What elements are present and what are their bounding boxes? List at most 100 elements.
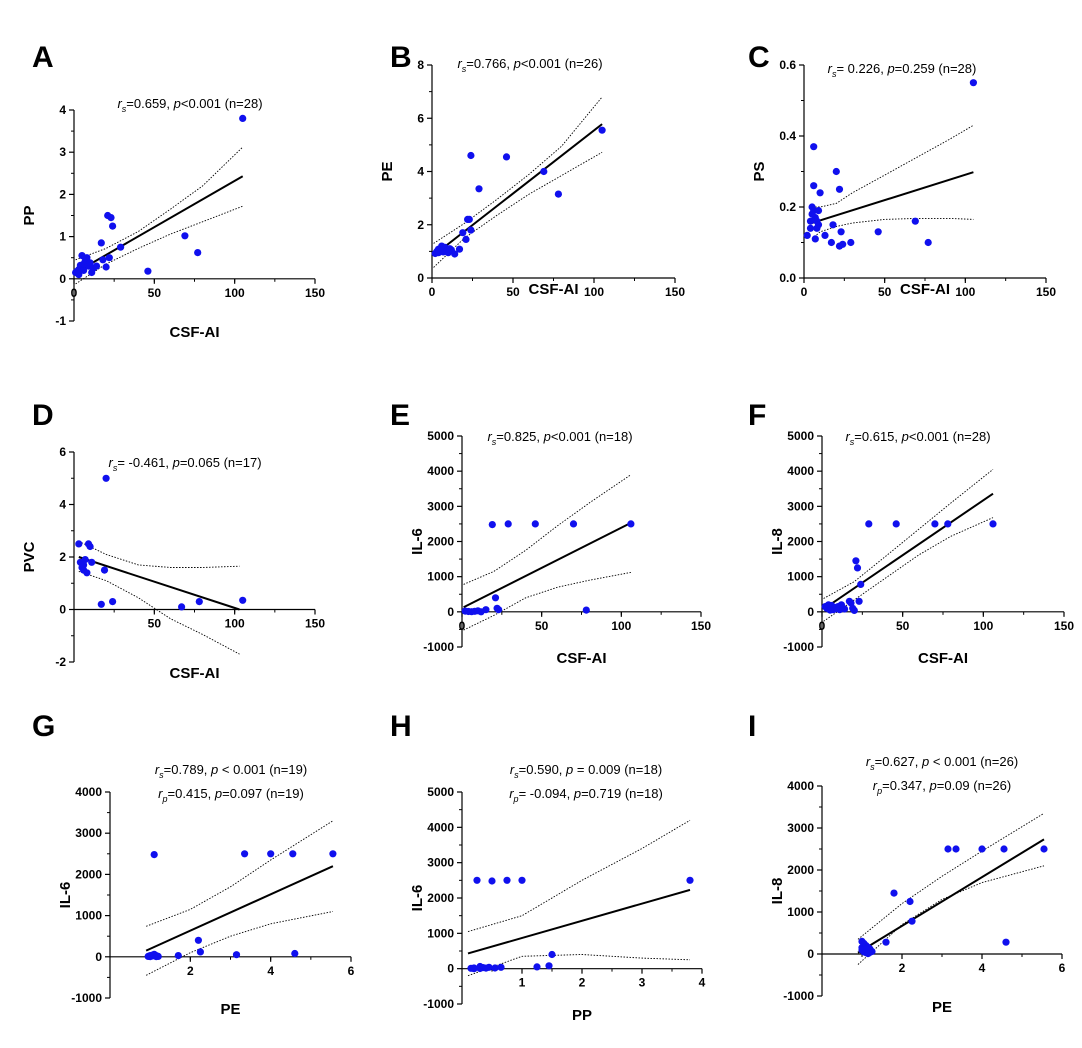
y-axis-title: PE — [379, 161, 396, 181]
y-tick-label: -1 — [55, 314, 66, 328]
stat-annotation: rs= -0.461, p=0.065 (n=17) — [108, 455, 261, 473]
y-tick-label: 1 — [59, 230, 66, 244]
data-point — [488, 521, 496, 529]
data-point — [832, 167, 840, 176]
data-point — [518, 876, 526, 884]
data-point — [239, 114, 247, 122]
panel-letter: F — [748, 399, 766, 432]
x-axis-title: CSF-AI — [170, 324, 220, 341]
x-tick-label: 0 — [819, 619, 826, 633]
data-point — [102, 474, 110, 482]
data-point — [847, 238, 855, 247]
ci-lower-band — [145, 911, 333, 976]
y-tick-label: -1000 — [783, 640, 814, 654]
data-point — [117, 243, 125, 251]
y-tick-label: 4 — [59, 103, 66, 117]
y-tick-label: 0 — [95, 950, 102, 964]
ci-upper-band — [146, 820, 334, 927]
y-axis-title: PVC — [21, 541, 38, 572]
data-point — [465, 215, 473, 223]
data-point — [239, 596, 247, 604]
x-axis-title: CSF-AI — [529, 281, 579, 298]
panel-b: B 0 2 4 6 8 0 50 100 150 CSF-AI PE rs=0.766, p<0.001… — [379, 41, 685, 299]
data-point — [178, 603, 186, 611]
stat-annotation: rs=0.615, p<0.001 (n=28) — [845, 429, 990, 447]
data-point — [150, 851, 158, 859]
ci-lower-band — [78, 570, 240, 655]
data-point — [467, 151, 475, 160]
data-point — [491, 964, 499, 972]
x-tick-label: 4 — [699, 976, 706, 990]
data-point — [97, 600, 105, 608]
x-tick-label: 6 — [348, 964, 355, 978]
y-tick-label: 2000 — [75, 867, 102, 881]
x-tick-label: 150 — [305, 617, 325, 631]
panel-h: H -1000 0 1000 2000 3000 4000 5000 1 2 3 4 PP IL-6 rs=… — [390, 710, 706, 1024]
data-point — [827, 238, 836, 247]
data-point — [241, 850, 249, 858]
data-point — [944, 520, 952, 528]
data-point — [502, 153, 511, 161]
y-axis-title: IL-6 — [409, 528, 426, 555]
regression-line — [463, 521, 632, 609]
x-tick-label: 0 — [429, 285, 436, 299]
data-point — [473, 876, 481, 884]
data-point — [852, 557, 860, 565]
y-tick-label: 8 — [417, 58, 424, 72]
y-tick-label: 3000 — [75, 826, 102, 840]
regression-line — [823, 492, 994, 610]
regression-line — [145, 865, 334, 952]
y-tick-label: 6 — [59, 445, 66, 459]
data-point — [835, 185, 844, 193]
data-point — [86, 259, 94, 267]
data-point — [531, 520, 539, 528]
x-tick-label: 50 — [506, 285, 520, 299]
x-tick-label: 150 — [1036, 285, 1056, 299]
data-point — [969, 79, 978, 87]
data-point — [144, 267, 152, 275]
data-point — [814, 221, 823, 229]
data-point — [109, 222, 117, 230]
x-tick-label: 100 — [584, 285, 604, 299]
data-point — [906, 897, 914, 906]
y-tick-label: 0 — [447, 962, 454, 976]
x-tick-label: 4 — [267, 964, 274, 978]
data-point — [931, 520, 939, 528]
x-axis-title: CSF-AI — [900, 281, 950, 298]
panel-c: C 0.0 0.2 0.4 0.6 0 50 100 150 CSF-AI PS rs= 0.226,… — [748, 41, 1056, 299]
data-point — [911, 217, 919, 225]
y-tick-label: 2000 — [427, 891, 454, 905]
y-tick-label: 0.4 — [779, 129, 796, 143]
x-axis-title: CSF-AI — [557, 650, 607, 667]
data-point — [890, 889, 898, 897]
stat-annotation: rs=0.590, p = 0.009 (n=18) — [510, 762, 662, 780]
y-tick-label: 5000 — [427, 429, 454, 443]
regression-line — [857, 838, 1045, 954]
data-point — [540, 167, 548, 176]
data-point — [329, 850, 337, 858]
x-axis-title: PP — [572, 1007, 592, 1024]
data-point — [554, 190, 563, 198]
ci-upper-band — [463, 474, 632, 585]
stat-annotation: rp=0.347, p=0.09 (n=26) — [873, 778, 1011, 796]
data-point — [882, 938, 890, 946]
data-point — [582, 606, 590, 614]
x-tick-label: 0 — [459, 619, 466, 633]
data-point — [434, 245, 443, 253]
panel-letter: B — [390, 41, 412, 74]
regression-line — [811, 171, 974, 224]
data-point — [102, 263, 110, 271]
data-point — [503, 876, 511, 884]
x-tick-label: 2 — [579, 976, 586, 990]
y-axis-title: PS — [751, 161, 768, 181]
data-point — [75, 271, 83, 279]
data-point — [80, 561, 88, 569]
y-tick-label: 0 — [59, 272, 66, 286]
data-point — [816, 189, 824, 197]
stat-annotation: rp=0.415, p=0.097 (n=19) — [158, 786, 304, 804]
data-point — [232, 951, 241, 959]
y-tick-label: 1000 — [75, 909, 102, 923]
data-point — [850, 606, 858, 615]
y-tick-label: -1000 — [71, 991, 102, 1005]
y-tick-label: 0 — [59, 603, 66, 617]
